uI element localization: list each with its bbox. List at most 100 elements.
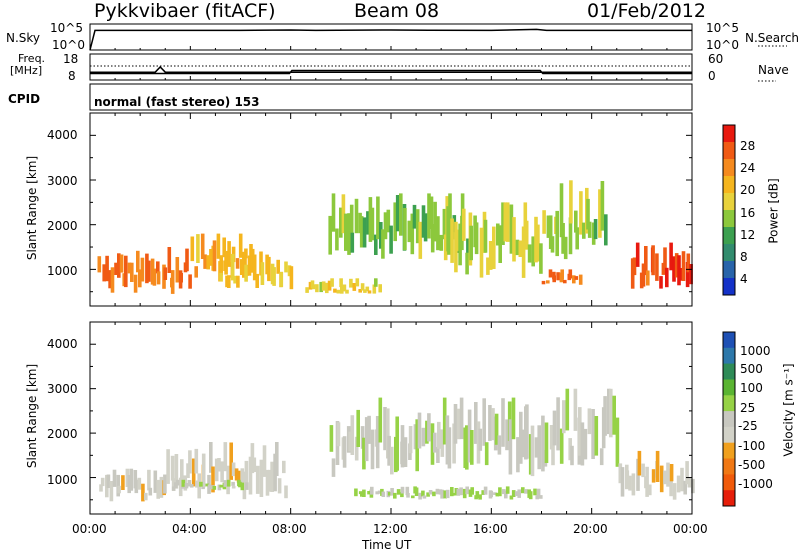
heat-cell-5 (450, 218, 454, 263)
heat-cell-5 (498, 225, 502, 263)
heat-cell-7 (574, 276, 579, 280)
heat-cell-2 (218, 261, 222, 282)
heat-cell-2 (207, 484, 212, 490)
heat-cell-3 (378, 397, 383, 443)
heat-cell-5 (536, 224, 540, 262)
heat-cell-6 (645, 466, 649, 497)
heat-cell-4 (442, 208, 447, 240)
heat-cell-6 (600, 181, 605, 231)
heat-cell-4 (354, 198, 359, 234)
heat-cell-0 (144, 492, 148, 501)
velocity-colorbar-swatch (723, 458, 735, 475)
heat-cell-2 (267, 256, 271, 282)
heat-cell-4 (521, 487, 525, 494)
heat-cell-0 (125, 468, 130, 487)
heat-cell-2 (240, 482, 245, 491)
heat-cell-2 (239, 259, 244, 275)
xlabel: Time UT (362, 538, 412, 552)
xtick-6: 00:00 (673, 522, 708, 536)
heat-cell-1 (282, 460, 286, 474)
heat-cell-4 (427, 193, 431, 239)
heat-cell-4 (478, 494, 482, 500)
colorbars (722, 124, 736, 507)
heat-cell-3 (329, 425, 334, 452)
heat-cell-6 (655, 450, 660, 482)
power-cb-tick-20: 20 (740, 183, 756, 197)
heat-cell-3 (453, 404, 458, 444)
heat-cell-0 (163, 474, 167, 494)
heat-cell-5 (469, 225, 473, 261)
heat-cell-4 (362, 489, 366, 497)
heat-cell-3 (430, 423, 435, 465)
heat-cell-0 (121, 475, 125, 490)
heat-cell-1 (238, 233, 243, 258)
beam-label: Beam 08 (354, 0, 440, 22)
heat-cell-3 (350, 415, 355, 455)
heat-cell-0 (133, 274, 138, 293)
heat-cell-1 (178, 477, 183, 497)
vel-cb-tick-100: 100 (740, 381, 763, 395)
heat-cell-0 (117, 253, 121, 278)
velocity-colorbar-swatch (723, 426, 735, 444)
heat-cell-3 (348, 431, 352, 452)
heat-cell-8 (644, 246, 648, 276)
heat-cell-6 (648, 484, 652, 496)
heat-cell-2 (227, 275, 231, 288)
heat-cell-4 (433, 201, 437, 242)
heat-cell-6 (568, 217, 573, 255)
heat-cell-0 (102, 264, 106, 282)
heat-cell-6 (593, 219, 598, 240)
heat-cell-4 (435, 488, 440, 495)
radar-title: Pykkvibaer (fitACF) (94, 0, 276, 22)
heat-cell-3 (305, 287, 309, 293)
vel-ytick-4000: 4000 (47, 337, 78, 351)
heat-cell-6 (628, 475, 632, 491)
heat-cell-0 (170, 270, 175, 294)
velocity-colorbar-swatch (723, 474, 735, 491)
heat-cell-6 (669, 468, 673, 497)
nave-label: Nave (758, 63, 789, 77)
heat-cell-4 (430, 224, 435, 253)
heat-cell-8 (686, 253, 691, 273)
heat-cell-2 (181, 479, 186, 487)
heat-cell-4 (388, 492, 392, 496)
heat-cell-1 (223, 442, 228, 472)
heat-cell-6 (548, 215, 553, 249)
heat-cell-6 (683, 480, 687, 495)
heat-cell-4 (407, 220, 412, 243)
heat-cell-0 (109, 481, 114, 502)
heat-cell-4 (505, 486, 510, 494)
heat-cell-6 (550, 236, 555, 253)
heat-cell-2 (226, 479, 231, 487)
heat-cell-4 (389, 225, 393, 254)
heat-cell-2 (289, 266, 294, 290)
heat-cell-4 (331, 193, 336, 232)
heat-cell-6 (669, 464, 674, 482)
heat-cell-5 (474, 222, 479, 255)
heat-cell-4 (376, 196, 380, 240)
heat-cell-3 (421, 427, 426, 447)
heat-cell-4 (459, 487, 463, 496)
heat-cell-4 (393, 202, 397, 242)
heat-cell-7 (572, 275, 576, 284)
nsearch-label: N.Search (745, 31, 800, 45)
heat-cell-0 (127, 262, 132, 274)
heat-cell-1 (277, 478, 282, 494)
heat-cell-4 (400, 491, 404, 498)
heat-cell-0 (100, 477, 105, 487)
heat-cell-5 (587, 408, 592, 435)
heat-cell-4 (450, 487, 454, 497)
nsearch-tick-high: 10^5 (706, 21, 739, 35)
heat-cell-6 (676, 475, 681, 493)
heat-cell-1 (265, 469, 270, 496)
heat-cell-8 (659, 276, 663, 289)
heat-cell-8 (651, 245, 655, 276)
heat-cell-6 (546, 215, 551, 238)
heat-cell-6 (575, 227, 579, 250)
heat-cell-0 (188, 274, 192, 289)
heat-cell-2 (247, 255, 252, 276)
velocity-colorbar-swatch (723, 395, 735, 412)
heat-cell-5 (594, 416, 599, 456)
heat-cell-0 (129, 468, 134, 491)
